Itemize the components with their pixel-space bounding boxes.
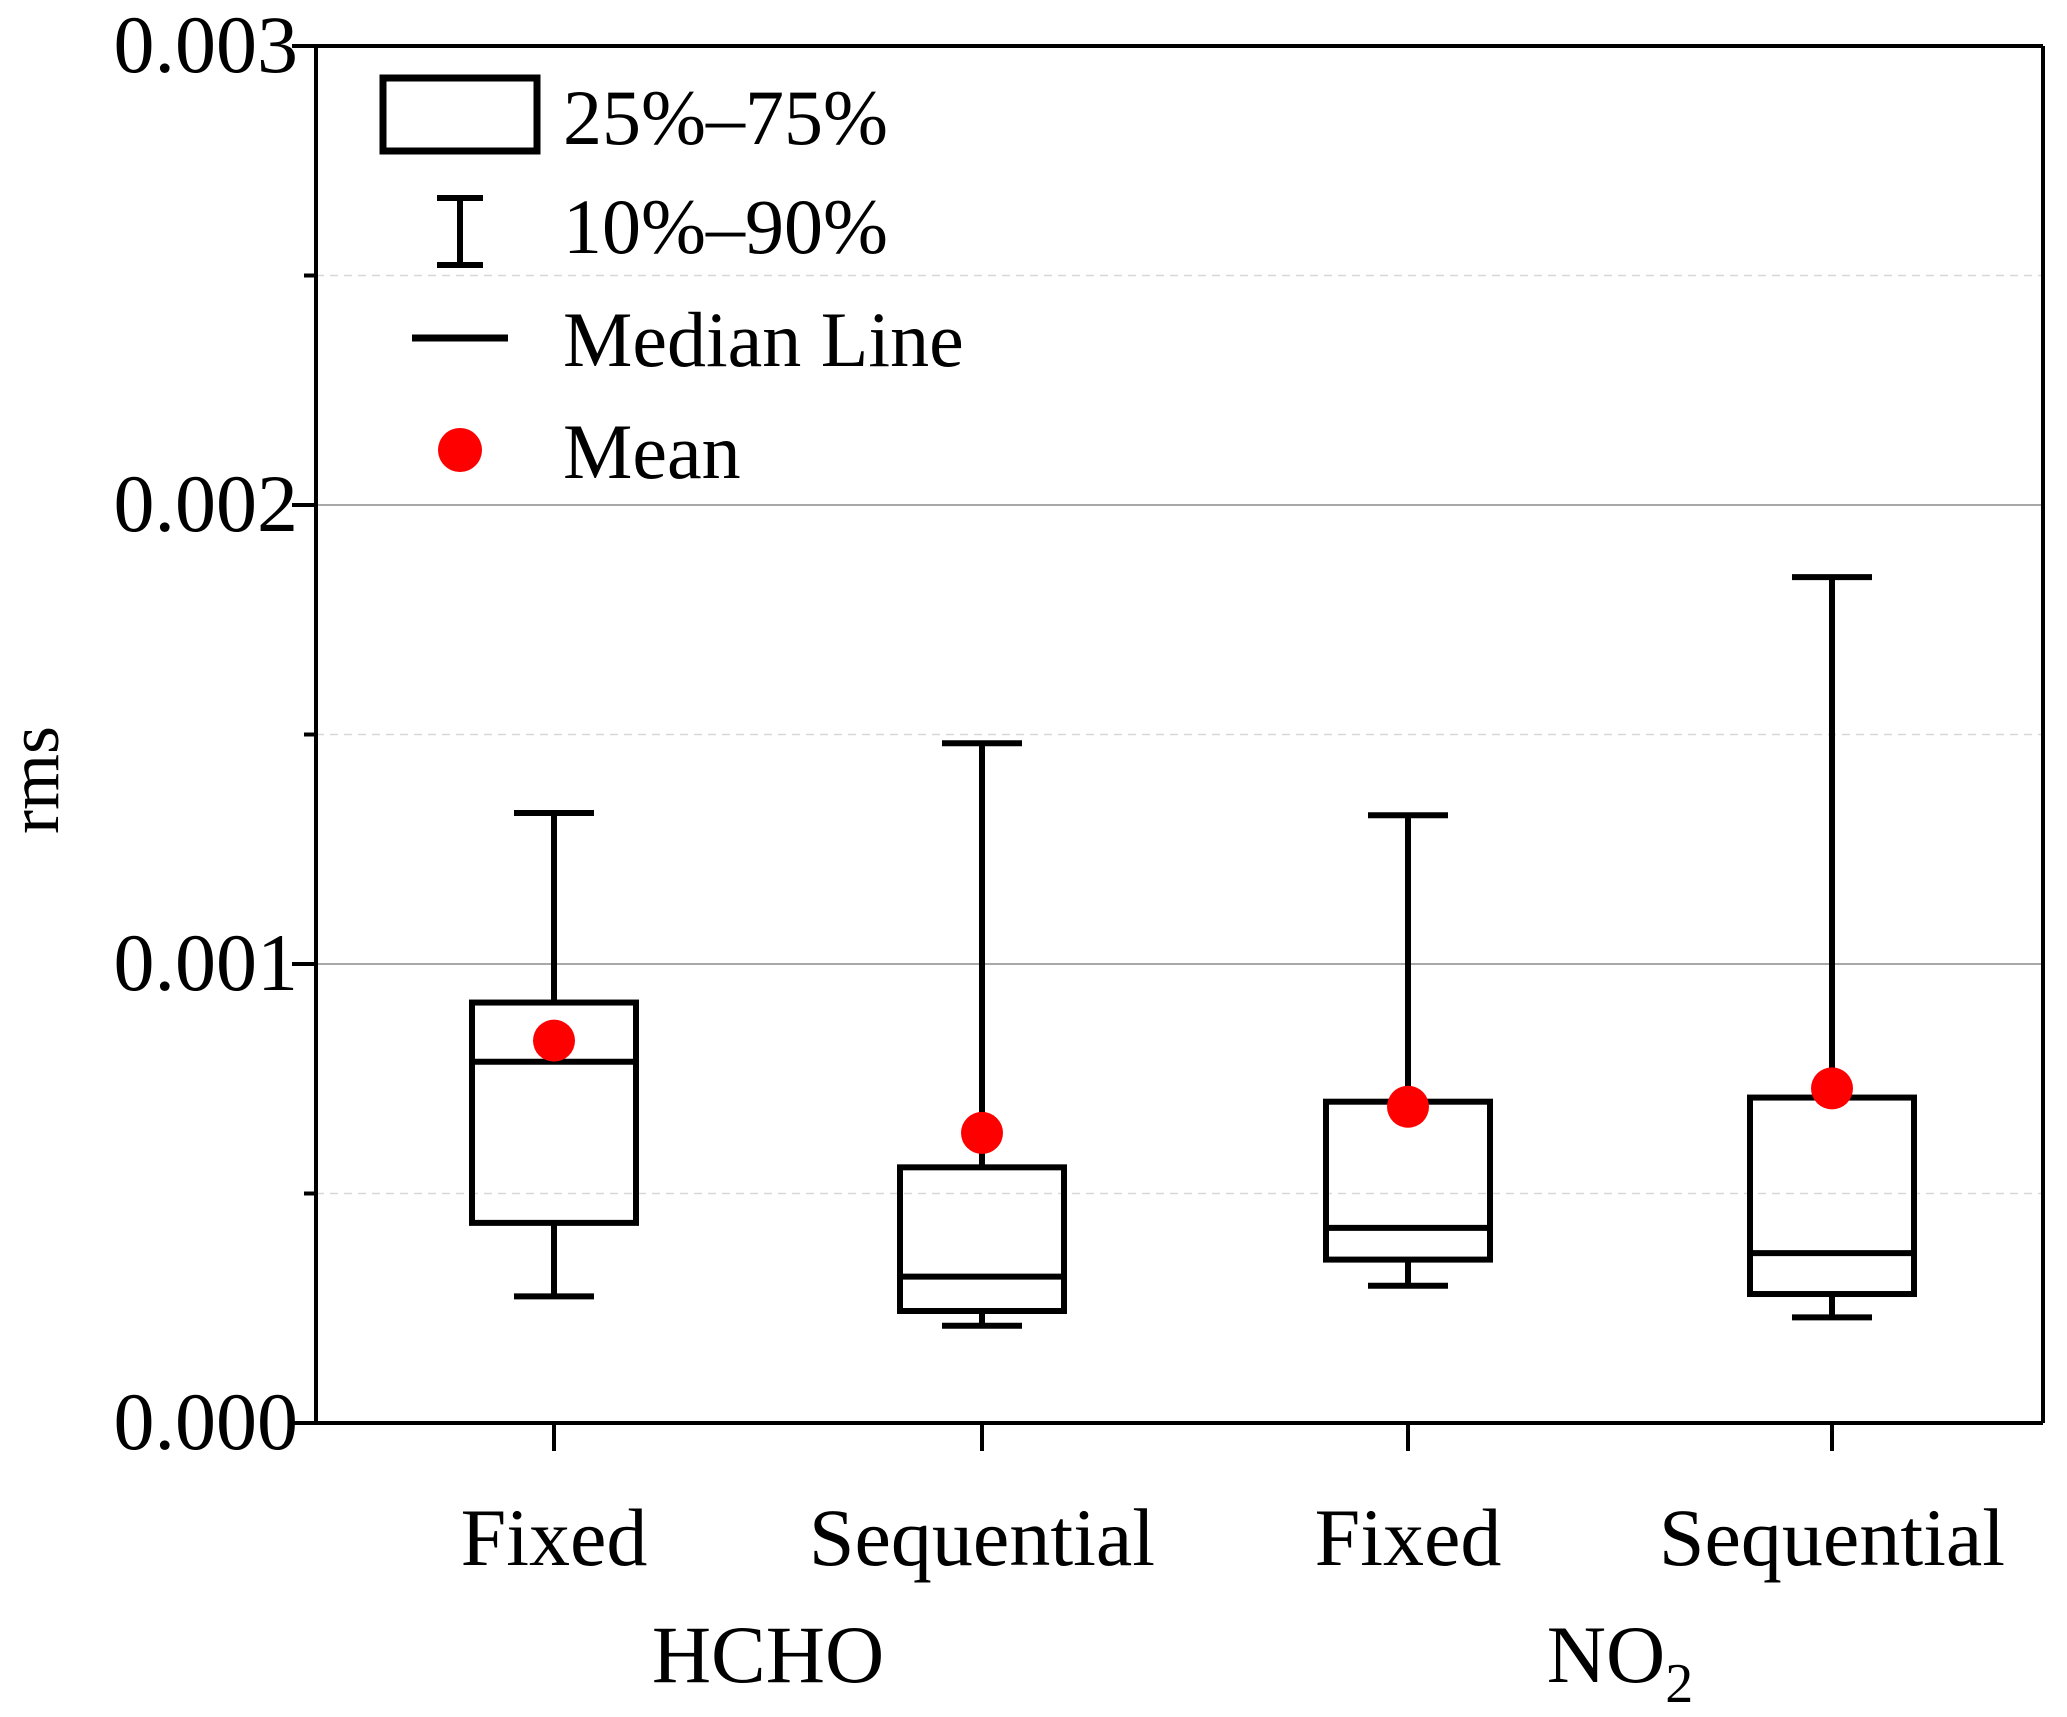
iqr-box: [1747, 1094, 1917, 1298]
y-tick-label: 0.001: [114, 917, 299, 1008]
mean-point: [1811, 1067, 1853, 1110]
x-tick-label: Fixed: [1315, 1492, 1502, 1583]
y-tick-label: 0.002: [114, 458, 299, 549]
legend-mean-icon: [438, 428, 482, 472]
legend-entry: Mean: [563, 408, 741, 495]
boxes: [469, 574, 1917, 1329]
legend: 25%–75% 10%–90% Median Line Mean: [379, 74, 964, 495]
legend-box-icon: [379, 74, 541, 155]
legend-entry: Median Line: [563, 296, 964, 383]
x-tick-label: Sequential: [809, 1492, 1155, 1583]
y-tick-label: 0.000: [114, 1376, 299, 1467]
x-tick-label: Fixed: [461, 1492, 648, 1583]
mean-point: [533, 1019, 575, 1062]
y-axis-label: rms: [0, 726, 74, 834]
mean-point: [961, 1111, 1003, 1154]
grid-lines: [316, 274, 2043, 1195]
iqr-box: [469, 999, 639, 1226]
group-label: NO2: [1547, 1609, 1693, 1715]
x-tick-label: Sequential: [1659, 1492, 2005, 1583]
legend-entry: 10%–90%: [563, 183, 888, 270]
legend-entry: 25%–75%: [563, 74, 888, 161]
iqr-box: [897, 1164, 1067, 1315]
mean-point: [1387, 1085, 1429, 1128]
group-label: HCHO: [652, 1609, 884, 1700]
y-tick-label: 0.003: [114, 0, 299, 90]
axes: 0.000 0.001 0.002 0.003 Fixed Sequential Fixed…: [114, 0, 2045, 1715]
